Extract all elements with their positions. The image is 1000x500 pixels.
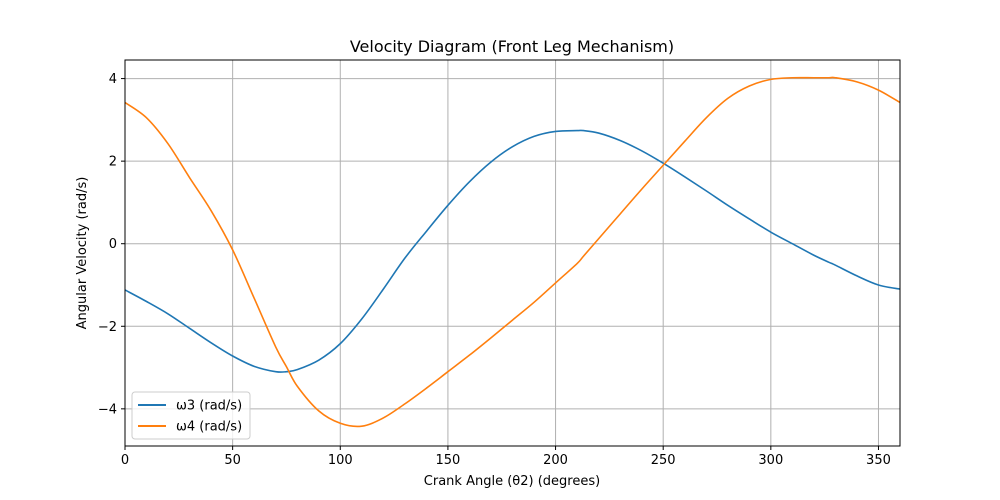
tick-layer: 0 50 100 150 200 250 300 350 −4 −2 0 2 4 — [98, 72, 891, 468]
y-axis-label: Angular Velocity (rad/s) — [75, 177, 90, 330]
plot-frame — [124, 59, 901, 447]
legend: ω3 (rad/s) ω4 (rad/s) — [131, 391, 251, 440]
x-tick-label: 50 — [224, 453, 241, 468]
y-tick-label: 0 — [109, 237, 117, 252]
y-tick-label: −4 — [98, 402, 117, 417]
y-tick-label: 4 — [109, 72, 117, 87]
series-line-omega3 — [124, 129, 901, 373]
x-tick-label: 350 — [866, 453, 891, 468]
legend-label-omega3: ω3 (rad/s) — [176, 399, 242, 414]
series-layer — [124, 76, 901, 428]
legend-label-omega4: ω4 (rad/s) — [176, 420, 242, 435]
grid-layer — [124, 60, 900, 446]
x-tick-label: 250 — [651, 453, 676, 468]
y-tick-label: −2 — [98, 320, 117, 335]
x-tick-label: 0 — [121, 453, 129, 468]
y-tick-label: 2 — [109, 155, 117, 170]
x-axis-label: Crank Angle (θ2) (degrees) — [424, 474, 600, 489]
x-tick-label: 100 — [328, 453, 353, 468]
legend-box — [131, 391, 251, 440]
x-tick-label: 300 — [758, 453, 783, 468]
chart-title: Velocity Diagram (Front Leg Mechanism) — [350, 37, 674, 56]
series-line-omega4 — [124, 76, 901, 428]
x-tick-label: 150 — [436, 453, 461, 468]
x-tick-label: 200 — [543, 453, 568, 468]
